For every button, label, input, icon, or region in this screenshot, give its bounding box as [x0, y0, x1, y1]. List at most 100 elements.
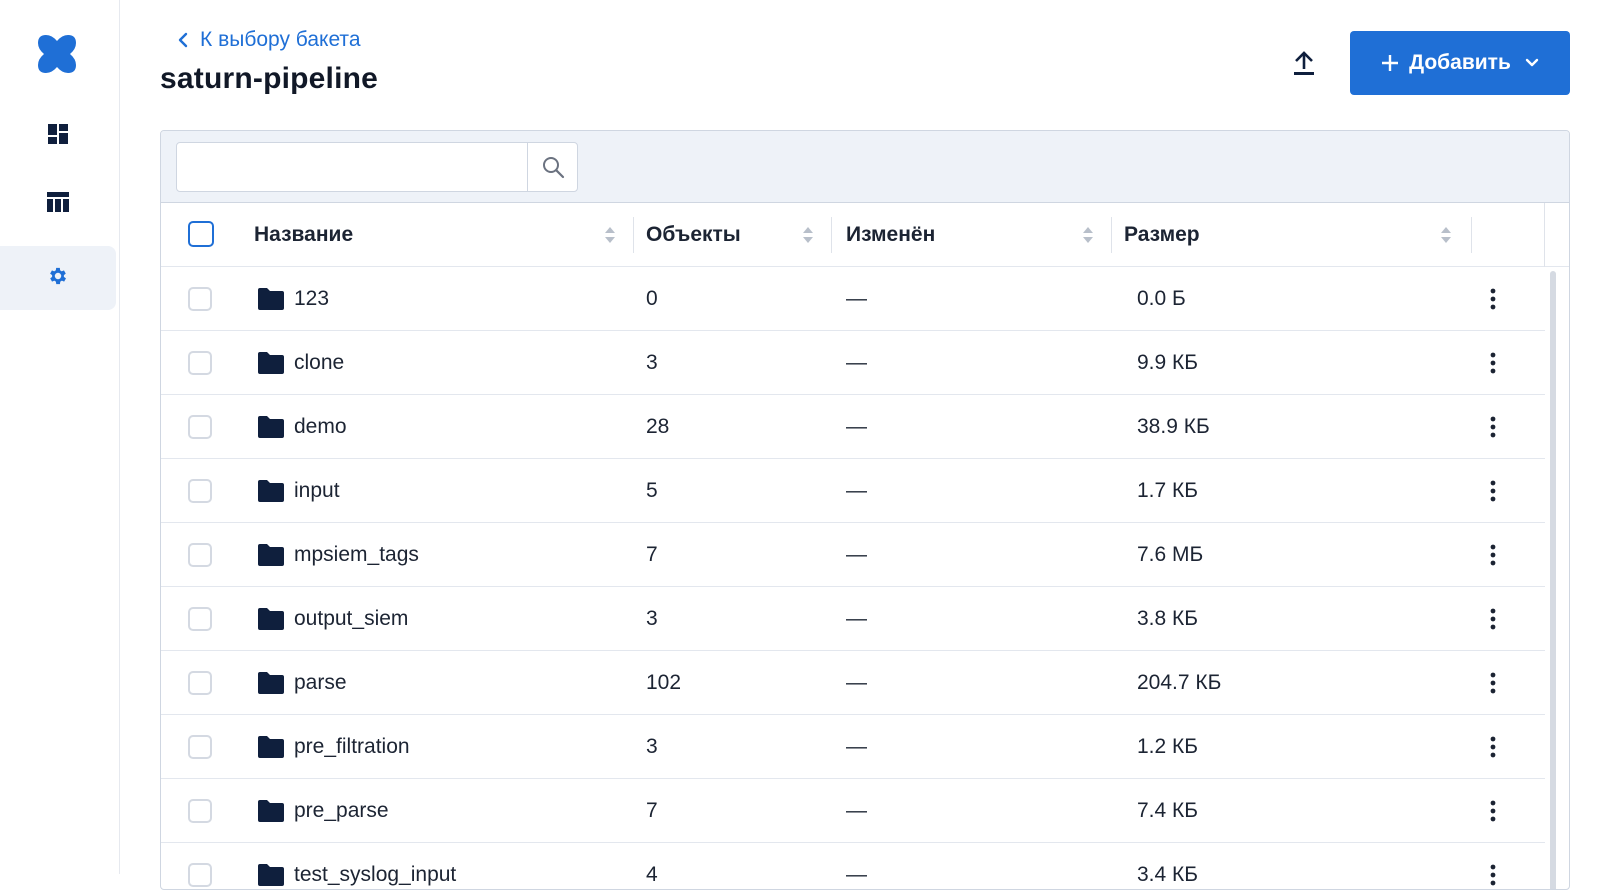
add-button[interactable]: Добавить — [1350, 31, 1570, 95]
table-toolbar — [161, 131, 1569, 203]
kebab-icon — [1490, 480, 1496, 502]
table-row[interactable]: test_syslog_input 4 — 3.4 КБ — [161, 843, 1545, 889]
row-checkbox[interactable] — [188, 287, 212, 311]
row-menu-button[interactable] — [1477, 347, 1509, 379]
row-name[interactable]: output_siem — [294, 606, 409, 630]
column-header-modified[interactable]: Изменён — [846, 203, 935, 266]
row-checkbox[interactable] — [188, 351, 212, 375]
column-header-objects[interactable]: Объекты — [646, 203, 741, 266]
sort-icon[interactable] — [1439, 223, 1453, 247]
search-icon — [542, 157, 564, 179]
row-menu-button[interactable] — [1477, 283, 1509, 315]
folder-icon — [258, 288, 284, 310]
table-row[interactable]: input 5 — 1.7 КБ — [161, 459, 1545, 523]
column-header-size[interactable]: Размер — [1124, 203, 1200, 266]
row-objects: 7 — [646, 798, 658, 822]
row-menu-button[interactable] — [1477, 539, 1509, 571]
table-icon — [46, 191, 70, 218]
nav-dashboard[interactable] — [0, 104, 116, 168]
row-name[interactable]: clone — [294, 350, 345, 374]
row-checkbox[interactable] — [188, 671, 212, 695]
row-objects: 4 — [646, 862, 658, 886]
row-checkbox[interactable] — [188, 863, 212, 887]
kebab-icon — [1490, 800, 1496, 822]
search-box — [176, 142, 578, 192]
folder-icon — [258, 416, 284, 438]
dashboard-icon — [47, 123, 69, 150]
row-objects: 102 — [646, 670, 682, 694]
table-row[interactable]: parse 102 — 204.7 КБ — [161, 651, 1545, 715]
row-modified: — — [846, 862, 867, 886]
logo-icon[interactable] — [36, 33, 78, 75]
row-modified: — — [846, 542, 867, 566]
row-checkbox[interactable] — [188, 799, 212, 823]
kebab-icon — [1490, 416, 1496, 438]
folder-icon — [258, 864, 284, 886]
row-menu-button[interactable] — [1477, 859, 1509, 889]
upload-icon — [1294, 51, 1314, 75]
select-all-checkbox[interactable] — [188, 221, 214, 247]
sort-icon[interactable] — [603, 223, 617, 247]
scrollbar[interactable] — [1550, 271, 1556, 889]
row-objects: 0 — [646, 286, 658, 310]
row-name[interactable]: mpsiem_tags — [294, 542, 419, 566]
folder-icon — [258, 800, 284, 822]
row-name[interactable]: 123 — [294, 286, 330, 310]
row-checkbox[interactable] — [188, 479, 212, 503]
row-menu-button[interactable] — [1477, 795, 1509, 827]
search-input[interactable] — [177, 143, 527, 191]
table-header: Название Объекты Изменён Размер — [161, 203, 1569, 267]
column-header-name[interactable]: Название — [254, 203, 353, 266]
nav-table[interactable] — [0, 172, 116, 236]
row-name[interactable]: parse — [294, 670, 347, 694]
sort-icon[interactable] — [1081, 223, 1095, 247]
row-name[interactable]: input — [294, 478, 340, 502]
row-objects: 28 — [646, 414, 670, 438]
row-objects: 5 — [646, 478, 658, 502]
sort-icon[interactable] — [801, 223, 815, 247]
page-title: saturn-pipeline — [160, 62, 379, 95]
row-checkbox[interactable] — [188, 543, 212, 567]
add-button-label: Добавить — [1409, 51, 1511, 74]
row-menu-button[interactable] — [1477, 731, 1509, 763]
chevron-left-icon — [178, 32, 188, 48]
kebab-icon — [1490, 352, 1496, 374]
row-modified: — — [846, 478, 867, 502]
search-button[interactable] — [527, 143, 577, 191]
folder-icon — [258, 672, 284, 694]
row-name[interactable]: pre_parse — [294, 798, 389, 822]
table-row[interactable]: 123 0 — 0.0 Б — [161, 267, 1545, 331]
column-header-objects-label: Объекты — [646, 222, 741, 246]
table-row[interactable]: pre_parse 7 — 7.4 КБ — [161, 779, 1545, 843]
column-header-name-label: Название — [254, 222, 354, 246]
table-row[interactable]: output_siem 3 — 3.8 КБ — [161, 587, 1545, 651]
row-size: 1.7 КБ — [1137, 478, 1199, 502]
row-menu-button[interactable] — [1477, 411, 1509, 443]
upload-button[interactable] — [1286, 45, 1322, 81]
row-name[interactable]: test_syslog_input — [294, 862, 457, 886]
nav-settings[interactable] — [0, 246, 116, 310]
back-to-buckets-link[interactable]: К выбору бакета — [178, 27, 361, 53]
folder-icon — [258, 352, 284, 374]
row-modified: — — [846, 606, 867, 630]
row-objects: 7 — [646, 542, 658, 566]
row-size: 204.7 КБ — [1137, 670, 1222, 694]
row-modified: — — [846, 670, 867, 694]
table-row[interactable]: mpsiem_tags 7 — 7.6 МБ — [161, 523, 1545, 587]
row-name[interactable]: pre_filtration — [294, 734, 410, 758]
row-menu-button[interactable] — [1477, 603, 1509, 635]
row-modified: — — [846, 734, 867, 758]
row-name[interactable]: demo — [294, 414, 347, 438]
table-row[interactable]: pre_filtration 3 — 1.2 КБ — [161, 715, 1545, 779]
kebab-icon — [1490, 864, 1496, 886]
table-row[interactable]: clone 3 — 9.9 КБ — [161, 331, 1545, 395]
table-row[interactable]: demo 28 — 38.9 КБ — [161, 395, 1545, 459]
row-checkbox[interactable] — [188, 415, 212, 439]
row-menu-button[interactable] — [1477, 667, 1509, 699]
row-modified: — — [846, 350, 867, 374]
row-size: 1.2 КБ — [1137, 734, 1199, 758]
row-checkbox[interactable] — [188, 607, 212, 631]
row-size: 7.6 МБ — [1137, 542, 1204, 566]
row-menu-button[interactable] — [1477, 475, 1509, 507]
row-checkbox[interactable] — [188, 735, 212, 759]
